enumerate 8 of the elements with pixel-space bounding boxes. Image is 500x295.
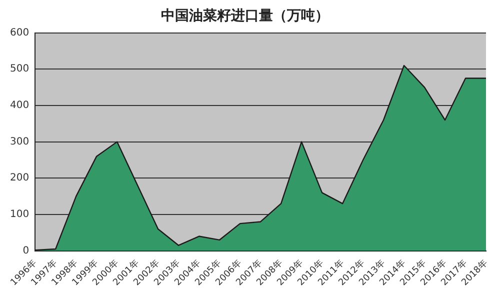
y-tick-label: 400 xyxy=(10,100,30,112)
chart-title: 中国油菜籽进口量（万吨） xyxy=(161,8,329,24)
y-tick-label: 200 xyxy=(10,172,30,184)
y-tick-label: 0 xyxy=(22,245,30,256)
y-tick-label: 500 xyxy=(10,64,30,75)
y-tick-label: 600 xyxy=(10,27,30,38)
y-tick-label: 100 xyxy=(10,209,30,220)
y-tick-label: 300 xyxy=(10,136,30,148)
